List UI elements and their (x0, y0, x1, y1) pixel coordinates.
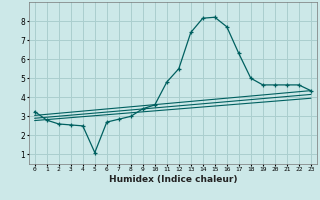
X-axis label: Humidex (Indice chaleur): Humidex (Indice chaleur) (108, 175, 237, 184)
